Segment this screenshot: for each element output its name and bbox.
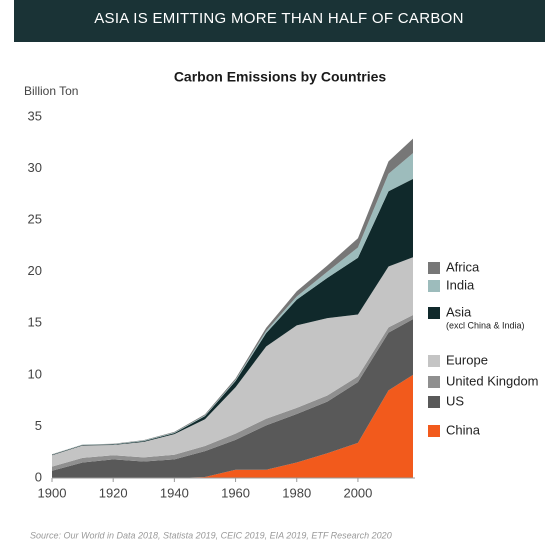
y-tick-label: 0: [35, 469, 42, 484]
legend-detail: (excl China & India): [446, 320, 525, 330]
y-tick-label: 20: [28, 263, 42, 278]
x-tick-label: 2000: [343, 485, 372, 500]
x-tick-label: 1980: [282, 485, 311, 500]
header-band: [14, 0, 545, 42]
legend-label: China: [446, 422, 481, 437]
legend-label: US: [446, 393, 464, 408]
legend-label: Africa: [446, 259, 480, 274]
legend-swatch: [428, 396, 440, 408]
legend-swatch: [428, 376, 440, 388]
legend-swatch: [428, 262, 440, 274]
x-tick-label: 1920: [99, 485, 128, 500]
legend-swatch: [428, 280, 440, 292]
x-tick-label: 1960: [221, 485, 250, 500]
area: [52, 257, 413, 467]
y-tick-label: 25: [28, 212, 42, 227]
area: [52, 315, 413, 471]
source: Source: Our World in Data 2018, Statista…: [30, 530, 392, 540]
y-tick-label: 10: [28, 366, 42, 381]
x-tick-label: 1900: [38, 485, 67, 500]
y-tick-label: 30: [28, 160, 42, 175]
y-tick-label: 35: [28, 108, 42, 123]
area: [52, 319, 413, 478]
legend-swatch: [428, 307, 440, 319]
chart-title: Carbon Emissions by Countries: [174, 69, 387, 85]
y-tick-label: 5: [35, 418, 42, 433]
legend-label: Europe: [446, 352, 488, 367]
area: [52, 374, 413, 478]
y-tick-label: 15: [28, 315, 42, 330]
legend-label: United Kingdom: [446, 373, 539, 388]
header-title: ASIA IS EMITTING MORE THAN HALF OF CARBO…: [94, 10, 464, 27]
y-axis-label: Billion Ton: [24, 84, 78, 98]
legend-swatch: [428, 425, 440, 437]
legend-label: India: [446, 277, 475, 292]
legend-swatch: [428, 355, 440, 367]
x-tick-label: 1940: [160, 485, 189, 500]
legend-label: Asia: [446, 304, 472, 319]
